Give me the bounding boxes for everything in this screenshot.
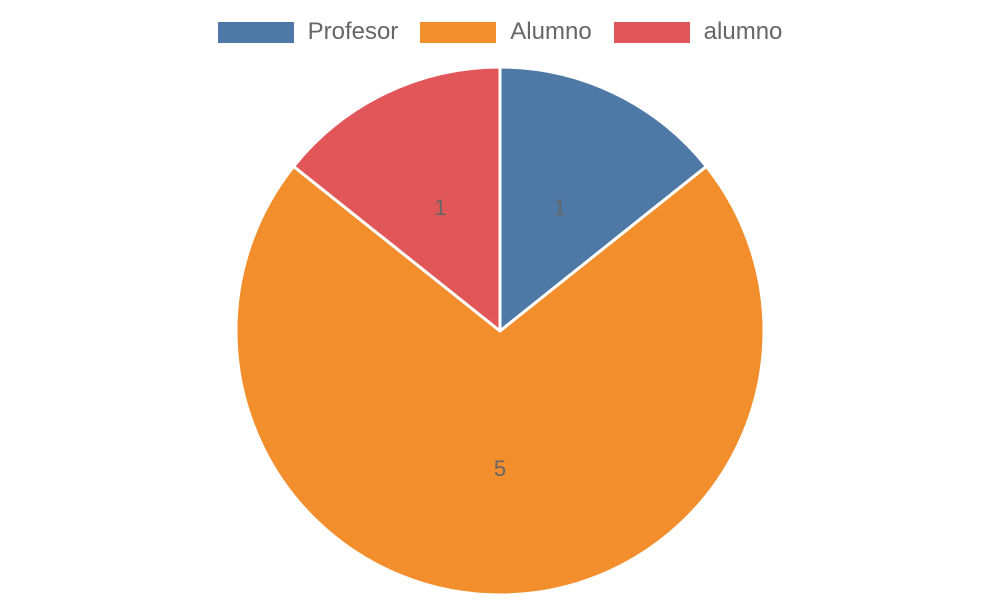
pie-slice-profesor-0[interactable] — [498, 65, 708, 333]
pie-slice-alumno-1[interactable] — [234, 164, 766, 597]
legend-swatch — [420, 21, 497, 43]
legend-item[interactable]: Profesor — [217, 18, 399, 46]
slice-value-label: 1 — [434, 195, 446, 220]
slice-value-label: 1 — [553, 195, 565, 220]
legend-label: Alumno — [510, 18, 592, 45]
legend-item[interactable]: Alumno — [420, 18, 592, 46]
pie-slice-alumno-2[interactable] — [292, 65, 502, 333]
legend: Profesor Alumno alumno — [0, 18, 1000, 46]
legend-label: Profesor — [307, 18, 399, 45]
legend-item[interactable]: alumno — [613, 18, 783, 46]
legend-label: alumno — [703, 18, 783, 45]
legend-swatch — [217, 21, 294, 43]
legend-swatch — [613, 21, 690, 43]
slice-value-label: 5 — [494, 456, 506, 481]
